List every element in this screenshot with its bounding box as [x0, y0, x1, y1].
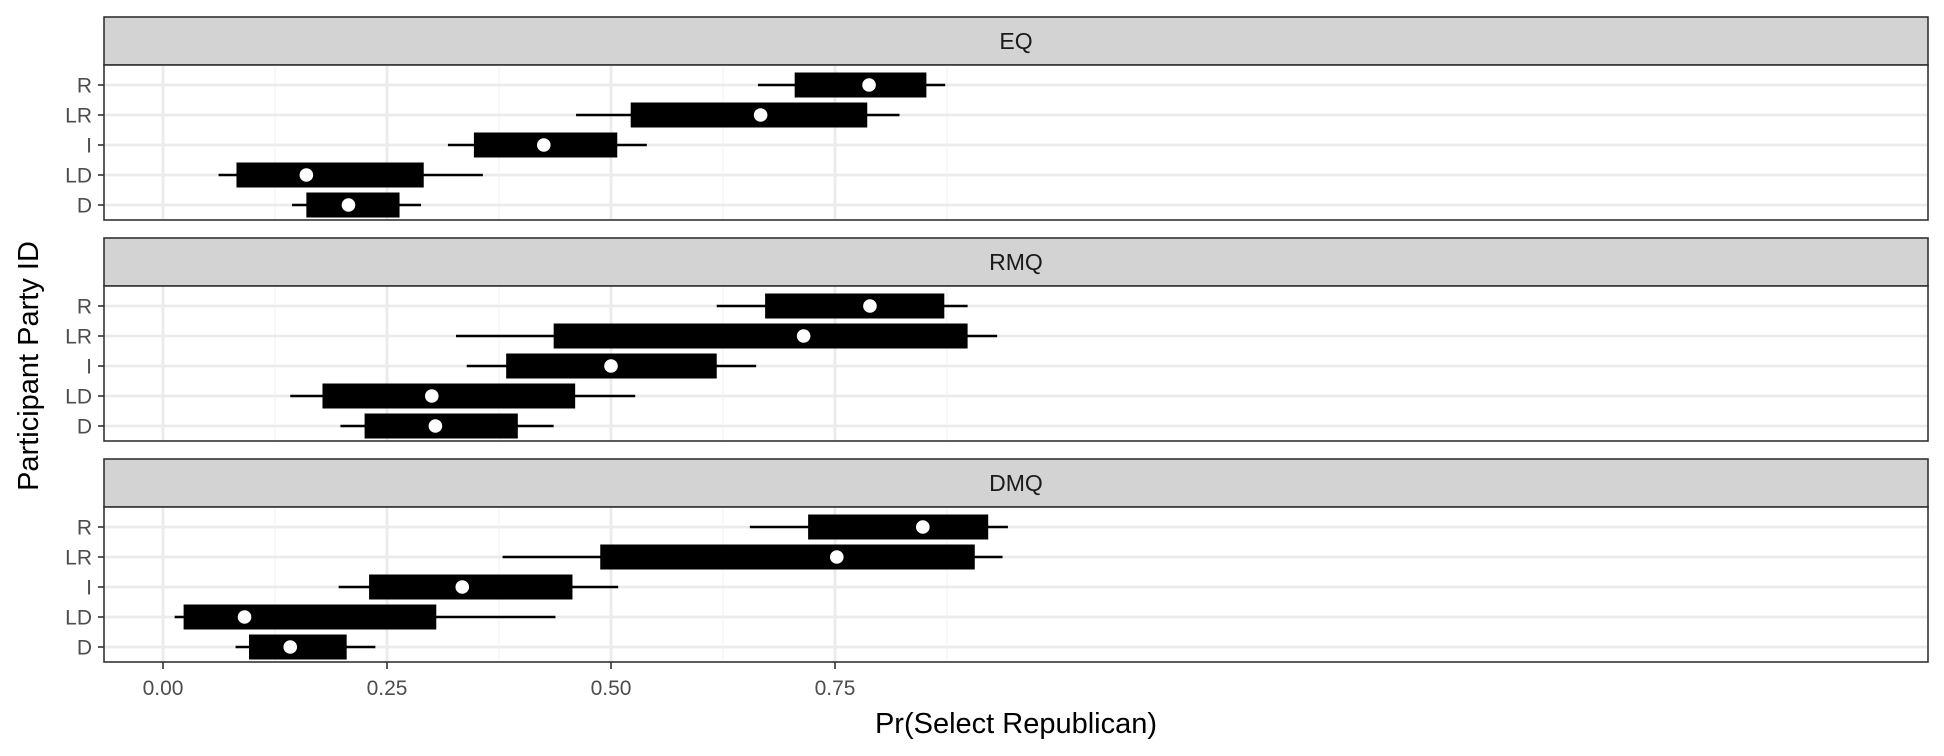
x-tick-label: 0.50	[591, 677, 632, 700]
point-estimate-r	[863, 299, 877, 313]
x-axis: 0.00 0.25 0.50 0.75	[143, 662, 856, 700]
interval-bar-d	[249, 634, 347, 660]
y-tick-label: LR	[65, 547, 92, 570]
facet-panel-dmq: DMQ R LR I LD D	[65, 458, 1929, 663]
facet-panel-rmq: RMQ R LR I LD D	[65, 237, 1929, 442]
point-estimate-d	[283, 640, 298, 654]
point-estimate-d	[341, 198, 356, 212]
interval-bar-lr	[553, 323, 968, 349]
y-tick-label: LR	[65, 105, 92, 128]
y-axis-title: Participant Party ID	[13, 241, 45, 491]
interval-bar-lr	[600, 544, 975, 570]
y-tick-label: R	[77, 296, 92, 319]
x-tick-label: 0.75	[815, 677, 856, 700]
point-estimate-i	[455, 580, 470, 594]
y-tick-label: I	[86, 135, 92, 158]
interval-bar-ld	[183, 604, 437, 630]
y-tick-label: LD	[65, 165, 92, 188]
interval-bar-ld	[322, 383, 576, 409]
point-estimate-i	[604, 359, 618, 373]
point-estimate-r	[916, 520, 930, 534]
y-tick-label: D	[77, 637, 92, 660]
point-estimate-i	[537, 138, 551, 152]
facet-strip-label: RMQ	[989, 249, 1043, 275]
point-estimate-ld	[299, 168, 314, 182]
point-estimate-lr	[796, 329, 811, 343]
x-axis-title: Pr(Select Republican)	[875, 708, 1157, 740]
interval-bar-ld	[236, 162, 424, 188]
y-tick-label: R	[77, 517, 92, 540]
point-estimate-d	[428, 419, 443, 433]
facet-panel-eq: EQ R LR I LD D	[65, 16, 1929, 221]
facet-strip	[103, 237, 1929, 287]
y-tick-label: R	[77, 75, 92, 98]
facet-strip-label: DMQ	[989, 470, 1043, 496]
y-tick-label: LD	[65, 607, 92, 630]
panel-background	[104, 65, 1928, 220]
point-estimate-ld	[237, 610, 252, 624]
interval-bar-r	[765, 293, 945, 319]
y-tick-label: LR	[65, 326, 92, 349]
y-tick-label: I	[86, 577, 92, 600]
facet-strip	[103, 458, 1929, 508]
facet-strip	[103, 16, 1929, 66]
point-estimate-r	[862, 78, 876, 92]
interval-bar-lr	[630, 102, 868, 128]
y-tick-label: D	[77, 416, 92, 439]
y-tick-label: D	[77, 195, 92, 218]
point-estimate-lr	[829, 550, 844, 564]
interval-bar-r	[794, 72, 927, 98]
interval-bar-i	[369, 574, 573, 600]
y-tick-label: I	[86, 356, 92, 379]
y-tick-label: LD	[65, 386, 92, 409]
point-estimate-ld	[425, 389, 439, 403]
x-tick-label: 0.25	[367, 677, 408, 700]
x-tick-label: 0.00	[143, 677, 184, 700]
point-estimate-lr	[753, 108, 768, 122]
panel-border	[103, 64, 1929, 221]
panel-border	[103, 285, 1929, 442]
panel-border	[103, 506, 1929, 663]
facet-strip-label: EQ	[999, 28, 1032, 54]
interval-bar-r	[808, 514, 989, 540]
